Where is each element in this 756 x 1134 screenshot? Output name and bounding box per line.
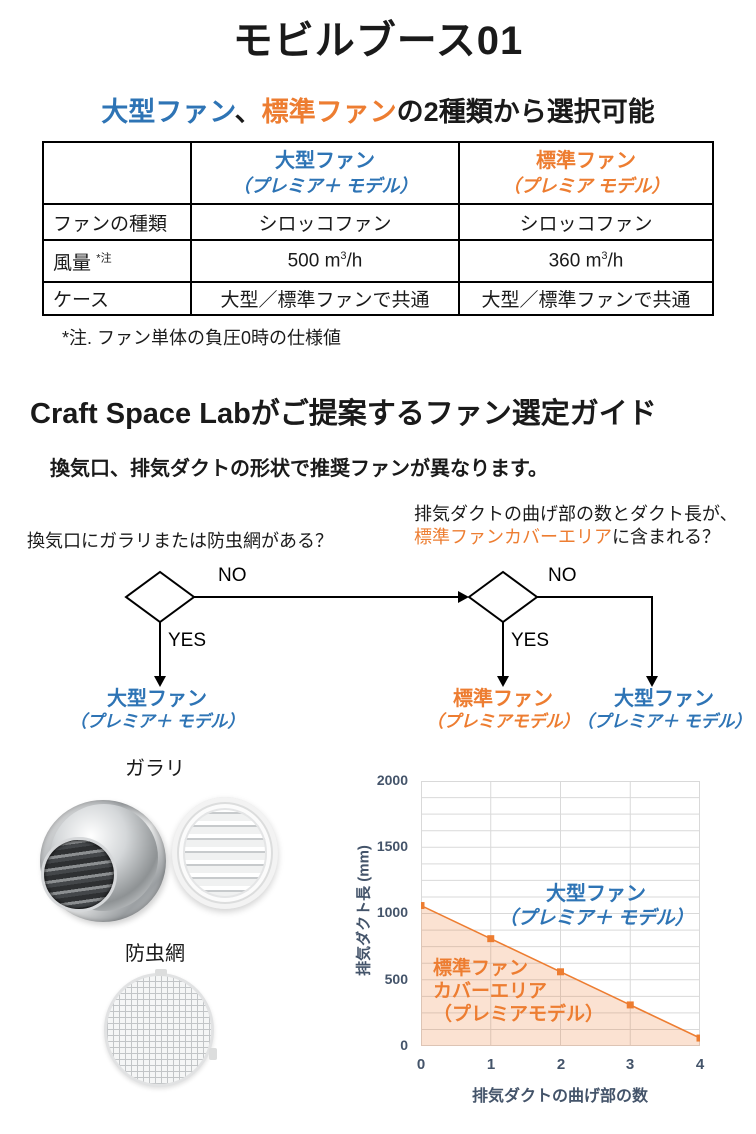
page-title: モビルブース01 (232, 19, 524, 63)
header-standard-fan: 標準ファン （プレミア モデル） (458, 141, 714, 205)
airflow-label-text: 風量 (53, 252, 92, 274)
table-header-row: 大型ファン （プレミア＋ モデル） 標準ファン （プレミア モデル） (42, 141, 714, 205)
table-row: ファンの種類 シロッコファン シロッコファン (42, 203, 714, 241)
row-case-label: ケース (42, 281, 192, 316)
y-tick-2000: 2000 (376, 772, 408, 788)
no-connector-2 (537, 596, 653, 677)
chart-x-axis-title: 排気ダクトの曲げ部の数 (471, 1088, 648, 1105)
airflow-large-suffix: /h (346, 250, 363, 272)
header-large-fan: 大型ファン （プレミア＋ モデル） (190, 141, 460, 205)
airflow-standard-sup: 3 (601, 249, 608, 262)
arrowhead-down-3 (646, 676, 658, 687)
annotation-line: 標準ファン (433, 958, 529, 979)
flow-question-vent: 換気口にガラリまたは防虫網がある？ (27, 531, 333, 551)
white-round-louver-photo (172, 797, 278, 909)
flowchart-graphic (124, 570, 658, 687)
x-tick-1: 1 (486, 1056, 496, 1073)
guide-title: Craft Space Labがご提案するファン選定ガイド (30, 398, 657, 430)
flow-result-large-fan-2: 大型ファン （プレミア＋ モデル） (572, 688, 756, 733)
airflow-note-mark: *注 (96, 252, 112, 265)
subtitle-large-fan: 大型ファン (101, 97, 235, 127)
header-standard-fan-model: （プレミア モデル） (502, 176, 670, 196)
flow-label-yes-1: YES (168, 630, 207, 651)
fan-spec-table: 大型ファン （プレミア＋ モデル） 標準ファン （プレミア モデル） ファンの種… (42, 141, 714, 316)
mesh-clip-side (209, 1048, 217, 1060)
table-row: ケース 大型／標準ファンで共通 大型／標準ファンで共通 (42, 281, 714, 316)
hood-grille-opening (41, 836, 117, 913)
subtitle-rest: の2種類から選択可能 (396, 97, 655, 127)
subtitle-standard-fan: 標準ファン (261, 97, 397, 127)
y-tick-500: 500 (384, 971, 408, 987)
fan-choice-subtitle: 大型ファン、標準ファンの2種類から選択可能 (0, 90, 756, 129)
row-airflow-large: 500 m3/h (190, 239, 460, 283)
flow-result-standard-fan: 標準ファン （プレミアモデル） (410, 688, 596, 733)
flow-question-highlight: 標準ファンカバーエリア (414, 527, 612, 547)
chart-annotation-cover-area: 標準ファン カバーエリア （プレミアモデル） (433, 957, 604, 1026)
result-model: （プレミア＋ モデル） (69, 712, 245, 731)
header-large-fan-name: 大型ファン (275, 150, 375, 172)
mesh-clip-top (155, 969, 167, 976)
insect-net-photo (104, 969, 217, 1087)
flow-label-no-1: NO (218, 565, 247, 586)
header-standard-fan-name: 標準ファン (536, 150, 636, 172)
airflow-large-prefix: 500 m (287, 250, 341, 272)
decision-diamond-duct (467, 570, 539, 624)
flow-question-duct: 排気ダクトの曲げ部の数とダクト長が、 標準ファンカバーエリアに含まれる？ (414, 503, 738, 549)
flow-result-large-fan-1: 大型ファン （プレミア＋ モデル） (57, 688, 257, 733)
table-footnote: *注. ファン単体の負圧0時の仕様値 (62, 328, 342, 348)
table-row: 風量 *注 500 m3/h 360 m3/h (42, 239, 714, 283)
row-airflow-standard: 360 m3/h (458, 239, 714, 283)
annotation-line: カバーエリア (433, 981, 548, 1002)
result-name: 大型ファン (107, 688, 207, 710)
insect-net-label: 防虫網 (125, 943, 185, 965)
annotation-line: （プレミア＋ モデル） (498, 908, 694, 929)
result-model: （プレミアモデル） (426, 712, 580, 731)
row-airflow-label: 風量 *注 (42, 239, 192, 283)
x-tick-0: 0 (416, 1056, 426, 1073)
louver-slats (182, 808, 268, 898)
x-tick-2: 2 (556, 1056, 566, 1073)
annotation-line: 大型ファン (546, 883, 646, 905)
row-type-label: ファンの種類 (42, 203, 192, 241)
x-tick-3: 3 (625, 1056, 635, 1073)
chart-plot-area (417, 781, 704, 1046)
chart-annotation-large-fan: 大型ファン （プレミア＋ モデル） (471, 881, 721, 931)
header-large-fan-model: （プレミア＋ モデル） (232, 176, 418, 196)
flow-question-duct-line1: 排気ダクトの曲げ部の数とダクト長が、 (414, 504, 738, 524)
annotation-line: （プレミアモデル） (433, 1004, 605, 1025)
flow-label-no-2: NO (548, 565, 577, 586)
x-tick-4: 4 (695, 1056, 705, 1073)
y-tick-0: 0 (400, 1037, 408, 1053)
y-tick-1000: 1000 (376, 904, 408, 920)
result-model: （プレミア＋ モデル） (576, 712, 752, 731)
y-tick-1500: 1500 (376, 838, 408, 854)
airflow-standard-suffix: /h (607, 250, 624, 272)
louver-photos-label: ガラリ (125, 758, 185, 780)
flow-question-rest: に含まれる？ (612, 527, 720, 547)
duct-length-chart: 排気ダクト長 (mm) 2000 1500 1000 500 0 大型ファン （… (330, 755, 756, 1134)
airflow-large-sup: 3 (340, 249, 347, 262)
row-type-large: シロッコファン (190, 203, 460, 241)
arrowhead-down-2 (497, 676, 509, 687)
arrowhead-down-1 (154, 676, 166, 687)
decision-diamond-vent (124, 570, 196, 624)
airflow-standard-prefix: 360 m (548, 250, 602, 272)
metal-vent-hood-photo (40, 800, 166, 922)
row-case-large: 大型／標準ファンで共通 (190, 281, 460, 316)
flow-label-yes-2: YES (511, 630, 550, 651)
row-type-standard: シロッコファン (458, 203, 714, 241)
subtitle-separator: 、 (234, 97, 262, 127)
result-name: 大型ファン (614, 688, 714, 710)
header-empty-cell (42, 141, 192, 205)
guide-subtitle: 換気口、排気ダクトの形状で推奨ファンが異なります。 (50, 458, 548, 480)
result-name: 標準ファン (453, 688, 553, 710)
flow-question-duct-line2: 標準ファンカバーエリアに含まれる？ (414, 526, 738, 549)
row-case-standard: 大型／標準ファンで共通 (458, 281, 714, 316)
arrowhead-right (458, 591, 469, 603)
